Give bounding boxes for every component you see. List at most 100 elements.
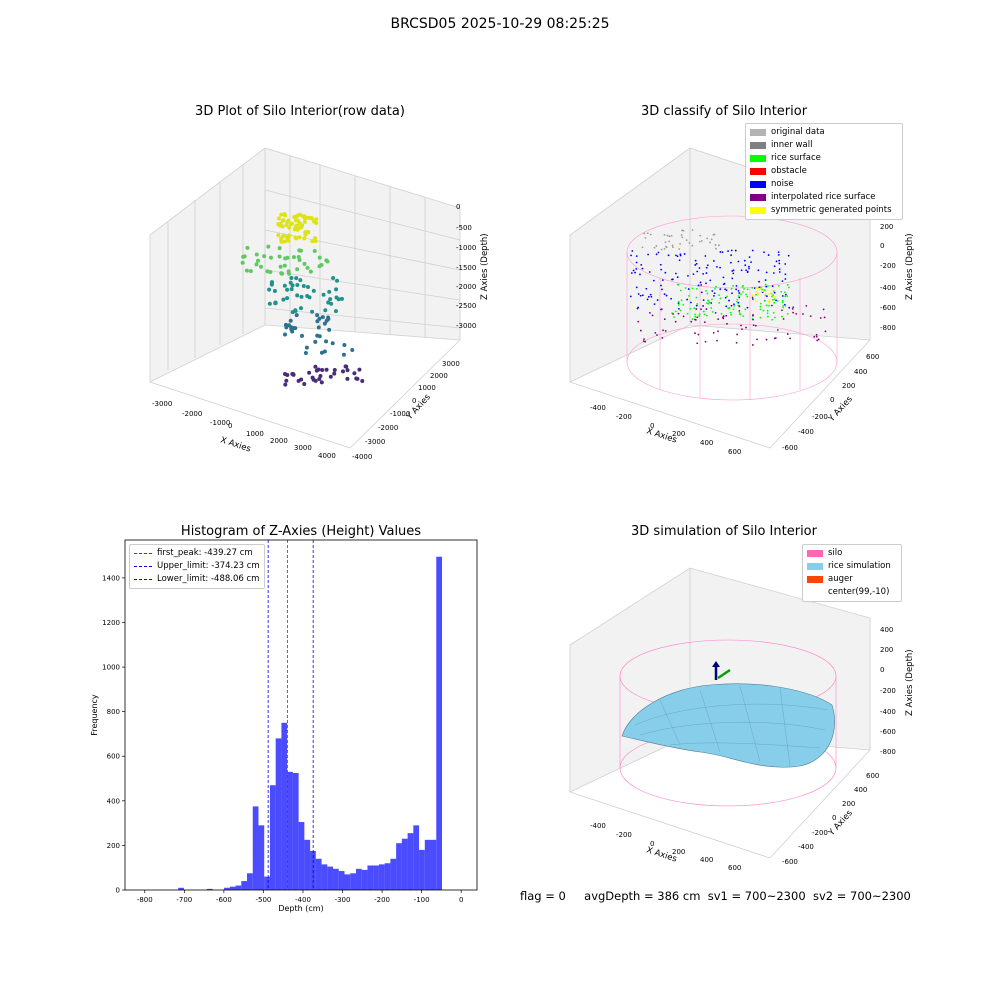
- legend-label: obstacle: [771, 166, 807, 176]
- raw-data-point: [315, 313, 320, 318]
- classified-point: [696, 342, 699, 345]
- classified-point: [722, 317, 725, 320]
- legend-line-swatch: [134, 579, 152, 580]
- histogram-bar: [419, 849, 425, 890]
- simulation-ztick: -400: [880, 708, 896, 716]
- classify-plot-title: 3D classify of Silo Interior: [640, 104, 808, 119]
- histogram-bar: [298, 822, 305, 890]
- classified-point: [700, 308, 703, 311]
- raw-data-point: [266, 244, 271, 249]
- classify-legend-entry: noise: [750, 178, 898, 191]
- classified-point: [689, 307, 692, 310]
- classified-point: [768, 301, 771, 304]
- classified-point: [770, 304, 773, 307]
- classified-point: [674, 272, 677, 275]
- raw-data-point: [332, 367, 337, 372]
- classified-point: [781, 295, 784, 297]
- classified-point: [735, 341, 738, 344]
- classified-point: [660, 308, 663, 311]
- classified-point: [748, 256, 751, 259]
- classified-point: [705, 308, 708, 310]
- raw-data-point: [329, 301, 334, 306]
- sv2-text: sv2 = 700~2300: [812, 889, 911, 903]
- raw-data-point: [305, 285, 310, 290]
- classified-point: [758, 280, 760, 283]
- classified-point: [691, 244, 694, 247]
- classified-point: [698, 315, 701, 317]
- classified-point: [768, 293, 771, 295]
- classified-point: [725, 314, 728, 317]
- classified-point: [737, 260, 740, 263]
- raw-data-point: [334, 287, 339, 292]
- classified-point: [711, 290, 714, 292]
- histogram-bar: [269, 785, 276, 890]
- classified-point: [655, 245, 658, 247]
- histogram-bar: [304, 839, 311, 890]
- raw-data-point: [357, 367, 362, 372]
- raw-data-point: [294, 276, 299, 281]
- histogram-bar: [247, 873, 253, 890]
- classified-point: [746, 288, 749, 291]
- classified-point: [773, 295, 776, 298]
- raw-data-point: [294, 218, 299, 223]
- classified-point: [765, 304, 768, 307]
- classified-point: [661, 337, 664, 339]
- raw-data-point: [295, 283, 300, 288]
- histogram-legend-entry: Lower_limit: -488.06 cm: [134, 573, 260, 586]
- classified-point: [777, 254, 780, 256]
- raw-xtick: 0: [228, 422, 232, 430]
- raw-data-point: [285, 287, 290, 292]
- raw-data-point: [311, 219, 316, 224]
- classified-point: [786, 312, 789, 315]
- simulation-ytick: -400: [798, 843, 814, 851]
- raw-data-point: [316, 325, 321, 330]
- classified-point: [635, 286, 638, 289]
- raw-data-point: [289, 275, 294, 280]
- raw-data-point: [267, 301, 272, 306]
- classified-point: [662, 329, 664, 332]
- classified-point: [645, 287, 648, 290]
- classified-point: [771, 318, 774, 321]
- histogram-bar: [258, 825, 265, 890]
- raw-data-point: [298, 248, 303, 253]
- classified-point: [666, 234, 669, 237]
- classified-point: [661, 288, 663, 291]
- classified-point: [705, 302, 708, 304]
- classified-point: [710, 307, 713, 309]
- histogram-xtick-label: -300: [335, 896, 351, 904]
- classified-point: [668, 240, 671, 243]
- raw-data-point: [296, 378, 301, 383]
- classified-point: [740, 293, 742, 296]
- classified-point: [763, 251, 765, 254]
- raw-data-point: [303, 350, 308, 355]
- raw-ztick: -3000: [456, 322, 476, 330]
- classified-point: [795, 312, 798, 315]
- classify-ytick: 400: [854, 368, 867, 376]
- classified-point: [681, 229, 683, 232]
- classified-point: [714, 311, 717, 314]
- classified-point: [712, 331, 715, 334]
- classified-point: [652, 279, 655, 282]
- histogram-bar: [338, 871, 345, 890]
- raw-data-point: [355, 376, 360, 381]
- classified-point: [681, 236, 684, 239]
- classify-ytick: -400: [798, 428, 814, 436]
- classify-xtick: -400: [590, 404, 606, 412]
- classified-point: [766, 295, 768, 298]
- classified-point: [679, 243, 682, 245]
- histogram-bar: [430, 839, 437, 890]
- raw-data-point: [286, 238, 291, 243]
- raw-data-point: [324, 318, 329, 323]
- simulation-xtick: 200: [672, 848, 685, 856]
- avg-depth-text: avgDepth = 386 cm: [584, 889, 701, 903]
- classified-point: [637, 320, 640, 323]
- classified-point: [752, 295, 755, 298]
- classified-point: [786, 284, 789, 286]
- histogram-bar: [287, 771, 293, 890]
- classified-point: [678, 307, 680, 310]
- classified-point: [759, 308, 762, 311]
- classified-point: [752, 324, 755, 327]
- classified-point: [752, 318, 754, 321]
- classified-point: [754, 300, 757, 303]
- classified-point: [694, 315, 697, 318]
